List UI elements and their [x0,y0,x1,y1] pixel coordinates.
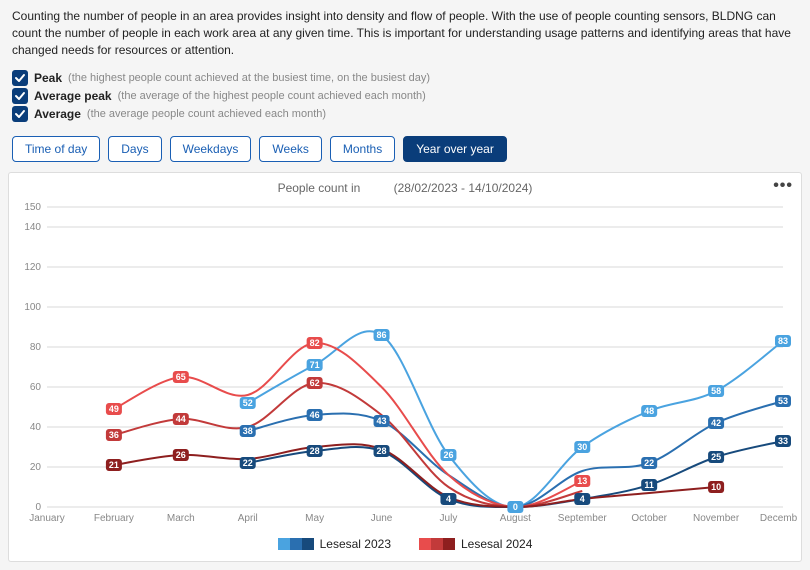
checkbox-row-2: Average (the average people count achiev… [12,106,802,122]
tab-weeks[interactable]: Weeks [259,136,321,162]
marker-label-5-1: 21 [109,460,119,470]
marker-label-3-8: 13 [577,476,587,486]
marker-label-3-2: 65 [176,372,186,382]
checkbox-detail-1: (the average of the highest people count… [118,90,426,102]
tab-weekdays[interactable]: Weekdays [170,136,252,162]
marker-label-3-4: 82 [310,338,320,348]
marker-label-2-6: 4 [446,494,451,504]
svg-text:January: January [29,513,65,524]
marker-label-0-3: 52 [243,398,253,408]
svg-text:September: September [558,513,608,524]
svg-text:40: 40 [30,422,42,433]
checkbox-group: Peak (the highest people count achieved … [12,70,802,122]
svg-text:October: October [631,513,667,524]
checkbox-row-1: Average peak (the average of the highest… [12,88,802,104]
marker-label-2-5: 28 [377,446,387,456]
marker-label-0-10: 58 [711,386,721,396]
chart-title-date: (28/02/2023 - 14/10/2024) [394,181,533,195]
more-icon[interactable]: ••• [773,177,793,195]
checkbox-label-2: Average [34,107,81,121]
marker-label-0-4: 71 [310,360,320,370]
checkbox-row-0: Peak (the highest people count achieved … [12,70,802,86]
svg-text:July: July [440,513,458,524]
checkbox-label-1: Average peak [34,89,112,103]
line-0 [248,332,783,508]
marker-label-1-11: 53 [778,396,788,406]
svg-text:May: May [305,513,324,524]
legend-item-0: Lesesal 2023 [278,537,391,551]
description-text: Counting the number of people in an area… [8,8,802,58]
tab-days[interactable]: Days [108,136,161,162]
people-count-chart: 020406080100120140150JanuaryFebruaryMarc… [17,201,797,531]
marker-label-0-11: 83 [778,336,788,346]
marker-label-0-8: 30 [577,442,587,452]
checkbox-1[interactable] [12,88,28,104]
svg-text:February: February [94,513,134,524]
line-2 [248,441,783,507]
marker-label-0-5: 86 [377,330,387,340]
chart-card: ••• People count in (28/02/2023 - 14/10/… [8,172,802,562]
checkbox-0[interactable] [12,70,28,86]
chart-legend: Lesesal 2023 Lesesal 2024 [17,537,793,551]
svg-text:June: June [371,513,393,524]
checkbox-2[interactable] [12,106,28,122]
svg-text:100: 100 [24,302,41,313]
svg-text:150: 150 [24,202,41,213]
line-1 [248,401,783,507]
legend-swatch-0 [278,538,314,550]
legend-label-1: Lesesal 2024 [461,537,532,551]
series-lines [114,332,783,508]
svg-text:120: 120 [24,262,41,273]
marker-label-5-2: 26 [176,450,186,460]
tab-months[interactable]: Months [330,136,395,162]
y-axis: 020406080100120140150 [24,202,783,513]
svg-text:60: 60 [30,382,42,393]
svg-text:August: August [500,513,531,524]
marker-label-3-1: 49 [109,404,119,414]
chart-title-gap [364,181,391,195]
checkbox-detail-2: (the average people count achieved each … [87,108,326,120]
marker-label-4-2: 44 [176,414,186,424]
marker-label-1-5: 43 [377,416,387,426]
svg-text:April: April [238,513,258,524]
checkbox-detail-0: (the highest people count achieved at th… [68,72,430,84]
marker-label-4-4: 62 [310,378,320,388]
marker-label-0-9: 48 [644,406,654,416]
marker-label-1-3: 38 [243,426,253,436]
marker-label-0-7: 0 [513,502,518,512]
svg-text:March: March [167,513,195,524]
chart-title-prefix: People count in [278,181,364,195]
marker-label-2-9: 11 [644,480,654,490]
marker-label-5-10: 10 [711,482,721,492]
time-range-tabs: Time of day Days Weekdays Weeks Months Year o… [12,136,802,162]
chart-title: People count in (28/02/2023 - 14/10/2024… [17,181,793,195]
series-markers: 5271862603048588338464322425322282844112… [106,329,791,513]
marker-label-1-9: 22 [644,458,654,468]
legend-swatch-1 [419,538,455,550]
marker-label-4-1: 36 [109,430,119,440]
x-axis: January February March April May June July Augu… [29,513,797,524]
marker-label-1-4: 46 [310,410,320,420]
marker-label-2-11: 33 [778,436,788,446]
marker-label-2-3: 22 [243,458,253,468]
svg-text:December: December [760,513,797,524]
legend-label-0: Lesesal 2023 [320,537,391,551]
checkbox-label-0: Peak [34,71,62,85]
svg-text:140: 140 [24,222,41,233]
tab-year-over-year[interactable]: Year over year [403,136,507,162]
marker-label-0-6: 26 [443,450,453,460]
legend-item-1: Lesesal 2024 [419,537,532,551]
marker-label-2-8: 4 [580,494,585,504]
svg-text:20: 20 [30,462,42,473]
svg-text:November: November [693,513,740,524]
svg-text:0: 0 [35,502,41,513]
marker-label-1-10: 42 [711,418,721,428]
tab-time-of-day[interactable]: Time of day [12,136,100,162]
svg-text:80: 80 [30,342,42,353]
marker-label-2-10: 25 [711,452,721,462]
marker-label-2-4: 28 [310,446,320,456]
